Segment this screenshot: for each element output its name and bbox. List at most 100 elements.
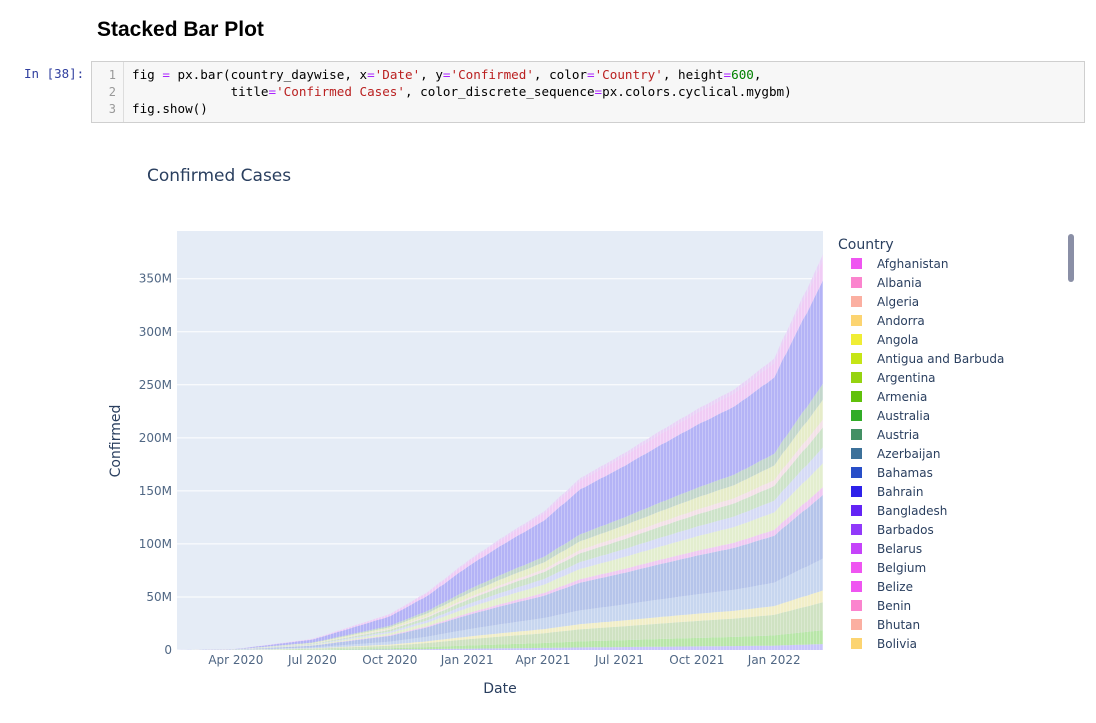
- legend-item[interactable]: Bahamas: [877, 466, 933, 480]
- legend-swatch[interactable]: [851, 296, 862, 307]
- x-tick-label: Oct 2020: [362, 653, 417, 667]
- code-number: 600: [731, 67, 754, 82]
- line-number: 1: [108, 68, 116, 82]
- legend-item[interactable]: Bolivia: [877, 637, 917, 651]
- cell-prompt: In [38]:: [24, 66, 85, 81]
- legend-swatch[interactable]: [851, 581, 862, 592]
- code-token: =: [587, 67, 595, 82]
- stacked-bars[interactable]: [177, 254, 823, 650]
- legend-swatch[interactable]: [851, 315, 862, 326]
- legend-item[interactable]: Australia: [877, 409, 930, 423]
- legend-item[interactable]: Austria: [877, 428, 919, 442]
- code-token: , color: [533, 67, 587, 82]
- code-token: fig: [132, 67, 163, 82]
- legend-item[interactable]: Bhutan: [877, 618, 920, 632]
- x-tick-label: Jan 2022: [747, 653, 801, 667]
- y-tick-label: 50M: [146, 590, 172, 604]
- legend-item[interactable]: Argentina: [877, 371, 936, 385]
- legend-item[interactable]: Belgium: [877, 561, 926, 575]
- code-token: =: [367, 67, 375, 82]
- legend-swatch[interactable]: [851, 353, 862, 364]
- code-token: =: [723, 67, 732, 82]
- code-string: 'Date': [374, 67, 421, 82]
- legend-swatch[interactable]: [851, 258, 862, 269]
- legend-title: Country: [838, 237, 894, 253]
- legend-item[interactable]: Azerbaijan: [877, 447, 940, 461]
- legend-item[interactable]: Andorra: [877, 314, 925, 328]
- code-cell[interactable]: 1 2 3 fig = px.bar(country_daywise, x='D…: [91, 61, 1085, 123]
- y-tick-label: 0: [164, 643, 172, 657]
- y-tick-label: 100M: [139, 537, 172, 551]
- legend[interactable]: Afghanistan Albania Algeria Andorra Angola An…: [851, 257, 1004, 651]
- legend-item[interactable]: Barbados: [877, 523, 934, 537]
- y-axis-label: Confirmed: [108, 405, 124, 478]
- legend-item[interactable]: Antigua and Barbuda: [877, 352, 1004, 366]
- code-token: =: [594, 84, 603, 99]
- line-number-gutter: 1 2 3: [92, 62, 124, 122]
- legend-swatch[interactable]: [851, 486, 862, 497]
- legend-item[interactable]: Belize: [877, 580, 913, 594]
- legend-item[interactable]: Angola: [877, 333, 918, 347]
- code-token: title: [132, 84, 269, 99]
- code-token: =: [268, 84, 277, 99]
- code-string: 'Confirmed': [450, 67, 534, 82]
- legend-swatch[interactable]: [851, 619, 862, 630]
- bar-texture: [177, 254, 823, 650]
- code-string: 'Confirmed Cases': [276, 84, 405, 99]
- legend-swatch[interactable]: [851, 429, 862, 440]
- legend-item[interactable]: Algeria: [877, 295, 919, 309]
- y-tick-label: 250M: [139, 378, 172, 392]
- x-tick-label: Jul 2021: [594, 653, 644, 667]
- legend-swatch[interactable]: [851, 334, 862, 345]
- legend-item[interactable]: Bangladesh: [877, 504, 947, 518]
- legend-swatch[interactable]: [851, 600, 862, 611]
- legend-item[interactable]: Bahrain: [877, 485, 923, 499]
- y-tick-label: 350M: [139, 272, 172, 286]
- legend-scrollbar[interactable]: [1068, 234, 1074, 282]
- code-token: =: [442, 67, 451, 82]
- x-axis-label: Date: [483, 681, 516, 697]
- code-line[interactable]: title='Confirmed Cases', color_discrete_…: [132, 84, 792, 99]
- legend-swatch[interactable]: [851, 467, 862, 478]
- x-tick-label: Apr 2021: [515, 653, 570, 667]
- legend-item[interactable]: Afghanistan: [877, 257, 948, 271]
- legend-swatch[interactable]: [851, 505, 862, 516]
- legend-swatch[interactable]: [851, 277, 862, 288]
- legend-swatch[interactable]: [851, 562, 862, 573]
- y-tick-label: 150M: [139, 484, 172, 498]
- code-token: , color_discrete_sequence: [404, 84, 595, 99]
- code-token: ,: [753, 67, 762, 82]
- legend-swatch[interactable]: [851, 543, 862, 554]
- x-axis-ticks: Apr 2020 Jul 2020 Oct 2020 Jan 2021 Apr 2021…: [208, 653, 800, 667]
- x-tick-label: Jan 2021: [440, 653, 494, 667]
- legend-swatch[interactable]: [851, 638, 862, 649]
- legend-swatch[interactable]: [851, 448, 862, 459]
- x-tick-label: Jul 2020: [287, 653, 337, 667]
- legend-item[interactable]: Albania: [877, 276, 922, 290]
- legend-swatch[interactable]: [851, 372, 862, 383]
- section-heading: Stacked Bar Plot: [97, 18, 264, 41]
- x-tick-label: Apr 2020: [208, 653, 263, 667]
- line-number: 2: [108, 85, 116, 99]
- legend-item[interactable]: Armenia: [877, 390, 927, 404]
- code-token: =: [162, 67, 170, 82]
- y-tick-label: 300M: [139, 325, 172, 339]
- code-token: fig.show(): [132, 101, 208, 116]
- code-token: , y: [420, 67, 443, 82]
- legend-item[interactable]: Belarus: [877, 542, 922, 556]
- legend-item[interactable]: Benin: [877, 599, 911, 613]
- code-token: , height: [662, 67, 724, 82]
- line-number: 3: [108, 102, 116, 116]
- y-tick-label: 200M: [139, 431, 172, 445]
- code-token: px.bar(country_daywise, x: [169, 67, 368, 82]
- y-axis-ticks: 0 50M 100M 150M 200M 250M 300M 350M: [139, 272, 172, 657]
- legend-swatch[interactable]: [851, 410, 862, 421]
- x-tick-label: Oct 2021: [669, 653, 724, 667]
- code-line[interactable]: fig.show(): [132, 101, 208, 116]
- code-token: px.colors.cyclical.mygbm): [602, 84, 792, 99]
- chart-title: Confirmed Cases: [147, 166, 291, 186]
- legend-swatch[interactable]: [851, 524, 862, 535]
- code-line[interactable]: fig = px.bar(country_daywise, x='Date', …: [132, 67, 761, 82]
- legend-swatch[interactable]: [851, 391, 862, 402]
